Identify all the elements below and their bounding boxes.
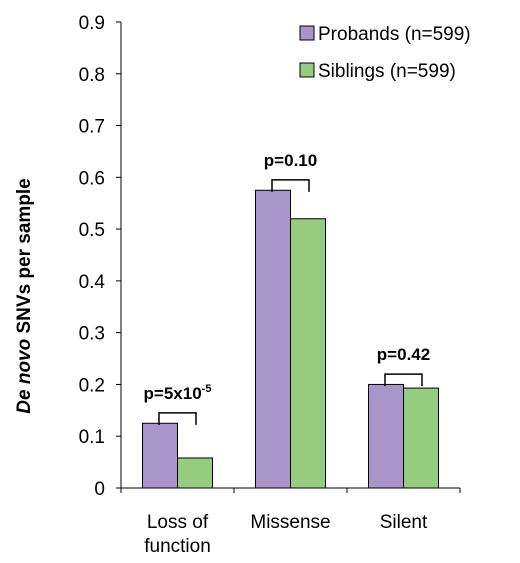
legend-label: Probands (n=599) bbox=[318, 24, 471, 45]
y-tick-label: 0.4 bbox=[79, 272, 106, 293]
y-tick-label: 0.6 bbox=[79, 168, 105, 189]
significance-bracket bbox=[384, 373, 423, 387]
y-tick-label: 0.5 bbox=[79, 220, 105, 241]
bar-probands bbox=[255, 189, 291, 489]
x-tick-label: Silent bbox=[380, 512, 428, 533]
significance-bracket bbox=[271, 179, 310, 192]
p-value-label: p=0.10 bbox=[264, 151, 317, 170]
y-tick-label: 0.7 bbox=[79, 117, 105, 138]
x-tick-label: Missense bbox=[250, 512, 330, 533]
y-tick-label: 0.8 bbox=[79, 65, 105, 86]
y-tick-label: 0.2 bbox=[79, 375, 105, 396]
legend-label: Siblings (n=599) bbox=[318, 61, 456, 82]
bar-probands bbox=[142, 422, 178, 489]
p-value-label: p=0.42 bbox=[377, 345, 430, 364]
y-tick-label: 0.9 bbox=[79, 13, 105, 34]
axes: 0 0.1 0.2 0.3 0.4 0.5 0.6 0.7 0.8 0.9 Loss of funct… bbox=[79, 13, 461, 557]
legend-swatch bbox=[299, 25, 315, 41]
x-tick-label: Loss of bbox=[147, 512, 209, 533]
bars bbox=[142, 189, 439, 489]
y-tick-label: 0.3 bbox=[79, 324, 105, 345]
bar-siblings bbox=[403, 387, 439, 489]
p-value-label: p=5x10-5 bbox=[144, 383, 212, 403]
y-axis-label: De novo SNVs per sample bbox=[14, 178, 35, 413]
annotations: p=5x10-5 p=0.10 p=0.42 bbox=[144, 151, 430, 425]
x-tick-label: function bbox=[144, 536, 211, 557]
legend: Probands (n=599) Siblings (n=599) bbox=[299, 24, 471, 82]
y-tick-label: 0 bbox=[94, 479, 105, 500]
y-tick-label: 0.1 bbox=[79, 427, 105, 448]
bar-siblings bbox=[177, 457, 213, 489]
bar-siblings bbox=[290, 218, 326, 489]
bar-probands bbox=[368, 383, 404, 489]
significance-bracket bbox=[158, 412, 197, 425]
legend-swatch bbox=[299, 62, 315, 78]
